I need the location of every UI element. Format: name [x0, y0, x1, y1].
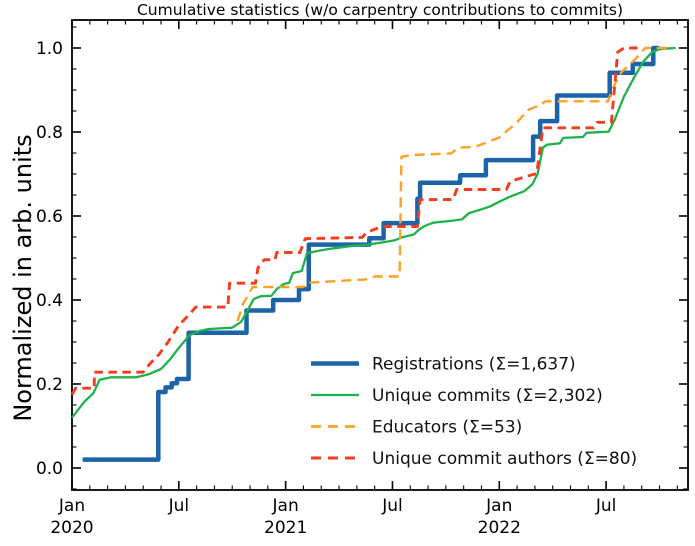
x-tick-year-label: 2021	[264, 518, 307, 538]
legend-label-educators: Educators (Σ=53)	[372, 418, 522, 438]
y-tick-label: 1.0	[36, 39, 63, 59]
plot-frame	[71, 19, 689, 491]
y-tick-label: 0.6	[36, 207, 63, 227]
legend: Registrations (Σ=1,637) Unique commits (Σ…	[311, 355, 637, 469]
x-tick-label: Jul	[381, 496, 403, 516]
series-line-unique-commits	[71, 46, 676, 419]
x-tick-label: Jan	[58, 496, 85, 516]
x-tick-label: Jan	[485, 496, 512, 516]
series-line-educators	[236, 46, 669, 322]
series-line-registrations	[82, 45, 660, 462]
x-tick-label: Jul	[168, 496, 190, 516]
legend-label-unique-commits: Unique commits (Σ=2,302)	[372, 386, 603, 406]
series-lines	[70, 45, 676, 462]
x-tick-year-label: 2020	[50, 518, 93, 538]
series-line-unique-commit-authors	[70, 46, 639, 396]
legend-label-registrations: Registrations (Σ=1,637)	[372, 355, 576, 375]
y-tick-label: 0.0	[36, 459, 63, 479]
x-tick-label: Jan	[272, 496, 299, 516]
y-tick-label: 0.8	[36, 123, 63, 143]
y-axis-label: Normalized in arb. units	[9, 134, 37, 421]
y-tick-label: 0.2	[36, 375, 63, 395]
chart-title: Cumulative statistics (w/o carpentry con…	[137, 1, 623, 19]
y-tick-label: 0.4	[36, 291, 63, 311]
x-tick-label: Jul	[595, 496, 617, 516]
legend-label-unique-commit-authors: Unique commit authors (Σ=80)	[372, 449, 637, 469]
x-tick-year-label: 2022	[478, 518, 521, 538]
